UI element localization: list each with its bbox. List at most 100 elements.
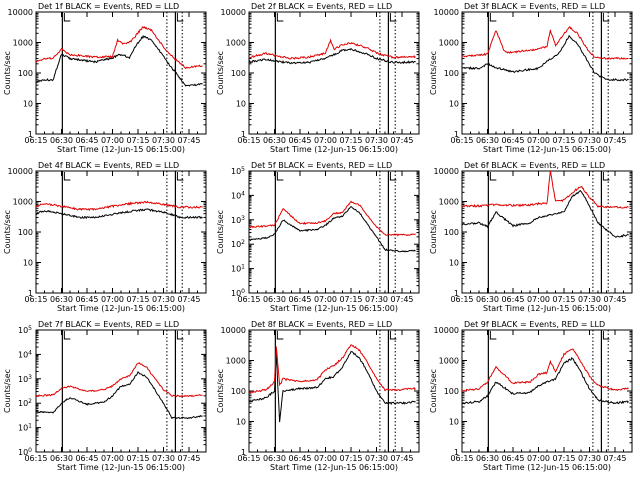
interval-marker [276, 172, 284, 181]
x-axis-label: Start Time (12-Jun-15 06:15:00) [57, 304, 185, 313]
y-tick-label: 10 [449, 418, 459, 427]
x-tick-label: 06:45 [288, 136, 311, 145]
x-tick-label: 07:00 [314, 295, 337, 304]
y-axis-label: Counts/sec [429, 51, 438, 95]
y-tick-label: 10000 [221, 8, 246, 17]
x-tick-label: 07:30 [578, 136, 601, 145]
interval-marker [276, 13, 284, 22]
x-tick-label: 07:00 [101, 454, 124, 463]
x-tick-label: 06:15 [450, 454, 473, 463]
series-lld-line [249, 344, 416, 394]
y-tick-label: 102 [231, 239, 245, 249]
x-tick-label: 07:30 [152, 295, 175, 304]
y-tick-label: 1 [241, 448, 246, 457]
x-tick-label: 07:45 [603, 136, 626, 145]
x-tick-label: 07:15 [552, 136, 575, 145]
y-tick-label: 105 [18, 325, 32, 335]
series-lld-line [462, 348, 629, 392]
y-tick-label: 10000 [434, 167, 459, 176]
y-tick-label: 1 [454, 289, 459, 298]
y-tick-label: 100 [444, 69, 459, 78]
y-tick-label: 1 [454, 448, 459, 457]
panel-det-3: Det 3f BLACK = Events, RED = LLD 1 10 100 10… [429, 2, 633, 154]
y-tick-label: 1000 [226, 39, 246, 48]
interval-marker [176, 13, 184, 22]
y-tick-label: 1000 [13, 39, 33, 48]
x-tick-label: 07:15 [552, 295, 575, 304]
plot-frame [35, 329, 207, 453]
x-tick-label: 06:30 [50, 136, 73, 145]
series-lld-line [249, 200, 416, 237]
x-tick-label: 07:30 [365, 136, 388, 145]
x-tick-label: 06:30 [50, 454, 73, 463]
x-tick-label: 07:30 [365, 295, 388, 304]
y-tick-label: 10 [23, 100, 33, 109]
panel-title: Det 6f BLACK = Events, RED = LLD [464, 161, 605, 170]
x-tick-label: 07:45 [177, 454, 200, 463]
panel-det-5: Det 5f BLACK = Events, RED = LLD 100 101 10… [216, 161, 420, 313]
x-tick-label: 07:00 [101, 136, 124, 145]
plot-frame [248, 11, 420, 135]
plot-frame [461, 170, 633, 294]
panel-title: Det 7f BLACK = Events, RED = LLD [38, 320, 179, 329]
x-tick-label: 06:30 [476, 454, 499, 463]
x-tick-label: 06:30 [263, 136, 286, 145]
x-tick-label: 07:30 [578, 454, 601, 463]
series-events-line [249, 350, 416, 423]
interval-marker [602, 172, 610, 181]
x-tick-label: 07:45 [390, 295, 413, 304]
x-tick-label: 07:45 [390, 454, 413, 463]
plot-frame [35, 11, 207, 135]
y-tick-label: 1000 [226, 357, 246, 366]
x-tick-label: 07:00 [527, 295, 550, 304]
series-events-line [36, 371, 203, 420]
panel-det-2: Det 2f BLACK = Events, RED = LLD 1 10 100 10… [216, 2, 420, 154]
series-lld-line [462, 25, 629, 61]
plot-frame [248, 170, 420, 294]
panel-det-6: Det 6f BLACK = Events, RED = LLD 1 10 100 10… [429, 161, 633, 313]
interval-marker [489, 172, 497, 181]
x-axis-label: Start Time (12-Jun-15 06:15:00) [57, 463, 185, 472]
series-lld-line [462, 171, 629, 209]
x-tick-label: 07:30 [152, 454, 175, 463]
y-tick-label: 100 [231, 288, 245, 298]
y-axis-label: Counts/sec [216, 369, 225, 413]
interval-marker [489, 13, 497, 22]
x-tick-label: 06:15 [237, 454, 260, 463]
y-tick-label: 101 [18, 423, 32, 433]
series-lld-line [36, 362, 203, 398]
y-tick-label: 100 [18, 69, 33, 78]
interval-marker [276, 331, 284, 340]
x-tick-label: 06:30 [476, 136, 499, 145]
x-tick-label: 06:15 [24, 454, 47, 463]
y-tick-label: 1 [28, 130, 33, 139]
x-axis-label: Start Time (12-Jun-15 06:15:00) [270, 145, 398, 154]
x-tick-label: 07:30 [365, 454, 388, 463]
panel-title: Det 9f BLACK = Events, RED = LLD [464, 320, 605, 329]
y-tick-label: 10000 [221, 326, 246, 335]
x-tick-label: 06:30 [476, 295, 499, 304]
series-events-line [36, 208, 203, 220]
y-tick-label: 10000 [434, 326, 459, 335]
y-tick-label: 10000 [8, 167, 33, 176]
x-tick-label: 07:15 [339, 295, 362, 304]
x-axis-label: Start Time (12-Jun-15 06:15:00) [270, 304, 398, 313]
y-tick-label: 100 [231, 69, 246, 78]
series-events-line [462, 356, 629, 405]
y-tick-label: 104 [18, 349, 32, 359]
x-tick-label: 06:45 [75, 295, 98, 304]
y-tick-label: 1000 [439, 357, 459, 366]
interval-marker [63, 172, 71, 181]
x-tick-label: 07:00 [101, 295, 124, 304]
x-tick-label: 07:15 [339, 136, 362, 145]
panel-det-1: Det 1f BLACK = Events, RED = LLD 1 10 100 10… [3, 2, 207, 154]
x-tick-label: 06:45 [75, 136, 98, 145]
x-tick-label: 06:15 [24, 136, 47, 145]
x-tick-label: 07:15 [126, 136, 149, 145]
plot-frame [35, 170, 207, 294]
x-tick-label: 07:30 [152, 136, 175, 145]
series-events-line [462, 34, 629, 82]
x-axis-label: Start Time (12-Jun-15 06:15:00) [483, 145, 611, 154]
y-tick-label: 103 [231, 215, 245, 225]
